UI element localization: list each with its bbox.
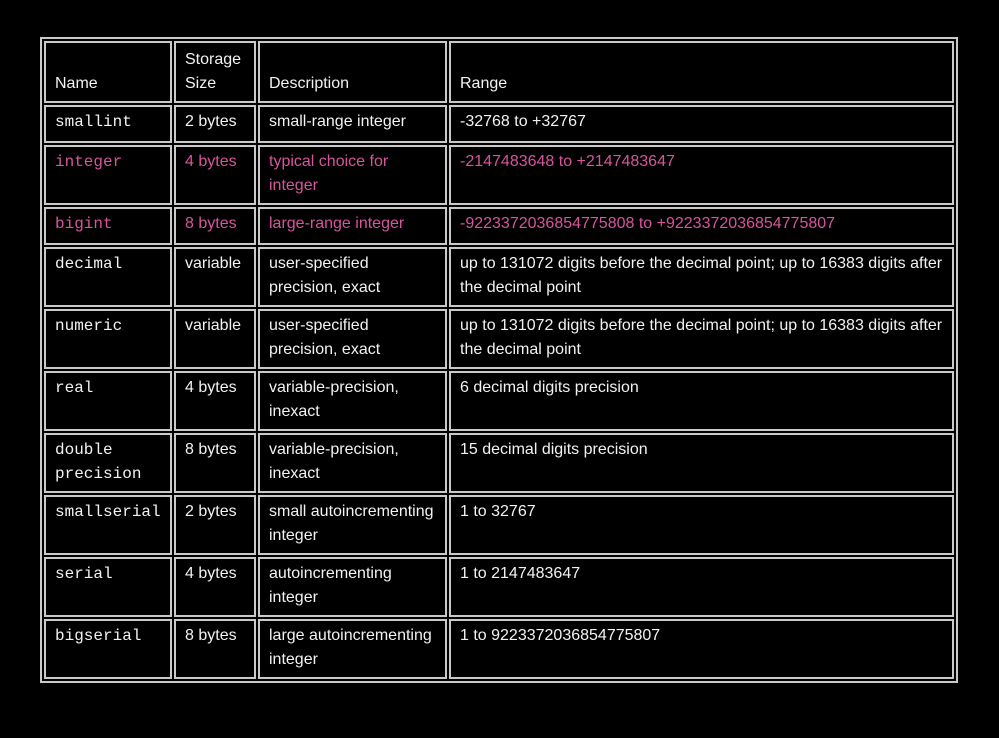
type-description: variable-precision, inexact (258, 371, 447, 431)
type-range: 1 to 32767 (449, 495, 954, 555)
numeric-types-table: Name Storage Size Description Range smal… (40, 37, 958, 683)
type-range: -2147483648 to +2147483647 (449, 145, 954, 205)
column-header-storage-size: Storage Size (174, 41, 256, 103)
type-description: typical choice for integer (258, 145, 447, 205)
type-name: smallint (44, 105, 172, 143)
type-range: 6 decimal digits precision (449, 371, 954, 431)
storage-size: 4 bytes (174, 557, 256, 617)
type-name: decimal (44, 247, 172, 307)
type-range: -9223372036854775808 to +922337203685477… (449, 207, 954, 245)
header-row: Name Storage Size Description Range (44, 41, 954, 103)
type-range: up to 131072 digits before the decimal p… (449, 309, 954, 369)
storage-size: variable (174, 309, 256, 369)
type-name: serial (44, 557, 172, 617)
type-description: small-range integer (258, 105, 447, 143)
type-description: autoincrementing integer (258, 557, 447, 617)
type-range: 1 to 2147483647 (449, 557, 954, 617)
table-row: serial 4 bytes autoincrementing integer … (44, 557, 954, 617)
type-name: bigint (44, 207, 172, 245)
table-row: decimal variable user-specified precisio… (44, 247, 954, 307)
type-name: double precision (44, 433, 172, 493)
type-description: large autoincrementing integer (258, 619, 447, 679)
type-description: user-specified precision, exact (258, 247, 447, 307)
table-row: smallint 2 bytes small-range integer -32… (44, 105, 954, 143)
column-header-name: Name (44, 41, 172, 103)
type-description: user-specified precision, exact (258, 309, 447, 369)
table-row: real 4 bytes variable-precision, inexact… (44, 371, 954, 431)
table-row: numeric variable user-specified precisio… (44, 309, 954, 369)
type-range: -32768 to +32767 (449, 105, 954, 143)
table-row: integer 4 bytes typical choice for integ… (44, 145, 954, 205)
type-name: numeric (44, 309, 172, 369)
storage-size: 4 bytes (174, 371, 256, 431)
storage-size: 8 bytes (174, 619, 256, 679)
column-header-description: Description (258, 41, 447, 103)
type-range: 1 to 9223372036854775807 (449, 619, 954, 679)
table-row: bigint 8 bytes large-range integer -9223… (44, 207, 954, 245)
storage-size: 8 bytes (174, 207, 256, 245)
type-name: bigserial (44, 619, 172, 679)
storage-size: 2 bytes (174, 495, 256, 555)
type-name: real (44, 371, 172, 431)
type-range: 15 decimal digits precision (449, 433, 954, 493)
column-header-range: Range (449, 41, 954, 103)
type-description: small autoincrementing integer (258, 495, 447, 555)
storage-size: 2 bytes (174, 105, 256, 143)
table-row: smallserial 2 bytes small autoincrementi… (44, 495, 954, 555)
table-row: double precision 8 bytes variable-precis… (44, 433, 954, 493)
type-description: variable-precision, inexact (258, 433, 447, 493)
type-name: smallserial (44, 495, 172, 555)
type-description: large-range integer (258, 207, 447, 245)
type-name: integer (44, 145, 172, 205)
storage-size: variable (174, 247, 256, 307)
table-row: bigserial 8 bytes large autoincrementing… (44, 619, 954, 679)
type-range: up to 131072 digits before the decimal p… (449, 247, 954, 307)
storage-size: 4 bytes (174, 145, 256, 205)
storage-size: 8 bytes (174, 433, 256, 493)
